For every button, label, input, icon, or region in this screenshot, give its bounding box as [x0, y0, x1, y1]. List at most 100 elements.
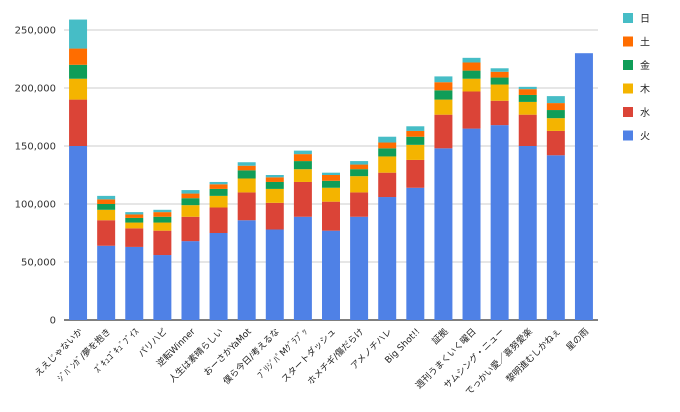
legend-swatch	[623, 130, 633, 141]
bar-segment	[265, 181, 284, 189]
legend-item: 火	[623, 130, 650, 143]
bar-stack	[378, 136, 397, 320]
bar-stack	[546, 96, 565, 320]
bar-segment	[406, 126, 425, 131]
bar-segment	[546, 110, 565, 119]
bar-segment	[462, 78, 481, 92]
bar-segment	[546, 130, 565, 156]
legend-swatch	[623, 13, 633, 23]
bar-segment	[125, 228, 144, 247]
bar-segment	[97, 220, 116, 246]
bar-segment	[125, 217, 144, 223]
bar-segment	[293, 150, 312, 155]
bar-segment	[378, 172, 397, 198]
bar-segment	[237, 220, 256, 320]
bar-segment	[434, 90, 453, 100]
y-tick-label: 200,000	[15, 84, 56, 95]
bar-segment	[69, 48, 88, 65]
bar-segment	[153, 212, 172, 217]
bar-segment	[181, 205, 200, 217]
bar-segment	[406, 187, 425, 320]
bar-segment	[293, 154, 312, 162]
legend-swatch	[623, 107, 633, 117]
bar-segment	[97, 199, 116, 204]
bar-segment	[153, 222, 172, 231]
bar-segment	[209, 188, 228, 196]
bar-segment	[350, 192, 369, 217]
bar-segment	[209, 195, 228, 208]
legend-label: 金	[640, 59, 650, 72]
legend-label: 土	[640, 36, 650, 49]
bar-segment	[265, 175, 284, 178]
bar-stack	[434, 76, 453, 320]
bar-segment	[406, 136, 425, 145]
bar-segment	[97, 195, 116, 200]
legend-label: 水	[640, 107, 650, 119]
bar-segment	[125, 214, 144, 218]
bar-segment	[97, 245, 116, 320]
legend-swatch	[623, 83, 633, 94]
y-tick-label: 150,000	[15, 142, 56, 153]
x-tick-label: おーさかYaMot	[202, 326, 254, 378]
bar-segment	[518, 101, 537, 115]
bar-segment	[350, 169, 369, 177]
bar-segment	[69, 146, 88, 320]
y-tick-label: 50,000	[21, 258, 56, 269]
bar-stack	[490, 68, 509, 321]
bar-segment	[490, 100, 509, 126]
bar-segment	[546, 103, 565, 111]
legend-label: 火	[640, 131, 650, 143]
bar-segment	[350, 161, 369, 165]
bar-segment	[462, 128, 481, 320]
bar-segment	[490, 77, 509, 85]
legend-item: 金	[623, 59, 650, 72]
bar-stack	[125, 212, 144, 320]
bar-segment	[434, 76, 453, 83]
bar-segment	[265, 202, 284, 230]
bar-segment	[293, 181, 312, 217]
bar-segment	[434, 82, 453, 91]
bar-segment	[322, 175, 340, 181]
bar-segment	[518, 146, 537, 320]
bar-segment	[462, 91, 481, 129]
bar-stack	[181, 190, 200, 320]
bar-segment	[237, 192, 256, 221]
bar-segment	[125, 246, 144, 320]
bar-segment	[237, 178, 256, 193]
bar-stack	[153, 209, 172, 320]
bar-stack	[322, 172, 340, 320]
bar-segment	[406, 130, 425, 137]
bar-stack	[209, 181, 228, 320]
x-tick-label: 星の雨	[564, 326, 591, 353]
bar-segment	[406, 144, 425, 160]
bar-segment	[265, 229, 284, 320]
bar-segment	[153, 216, 172, 223]
x-tick-label: ええじゃないか	[33, 326, 85, 378]
bar-stack	[350, 161, 369, 320]
bar-segment	[518, 89, 537, 95]
bar-segment	[546, 96, 565, 104]
bar-segment	[209, 184, 228, 189]
bar-segment	[350, 164, 369, 170]
bar-segment	[490, 68, 509, 72]
legend-swatch	[623, 60, 633, 70]
bar-segment	[322, 180, 340, 188]
bar-segment	[322, 230, 340, 320]
bar-segment	[293, 216, 312, 320]
bar-segment	[322, 201, 340, 231]
bar-segment	[490, 84, 509, 101]
bar-segment	[153, 255, 172, 320]
legend-label: 木	[640, 84, 650, 96]
bar-segment	[546, 118, 565, 131]
bar-segment	[518, 86, 537, 90]
bar-segment	[181, 198, 200, 206]
bar-segment	[490, 71, 509, 78]
bar-segment	[69, 99, 88, 146]
legend-item: 水	[623, 107, 650, 119]
x-tick-label: 証拠	[429, 326, 450, 347]
bar-segment	[322, 187, 340, 202]
bar-segment	[350, 216, 369, 320]
bar-segment	[153, 209, 172, 213]
